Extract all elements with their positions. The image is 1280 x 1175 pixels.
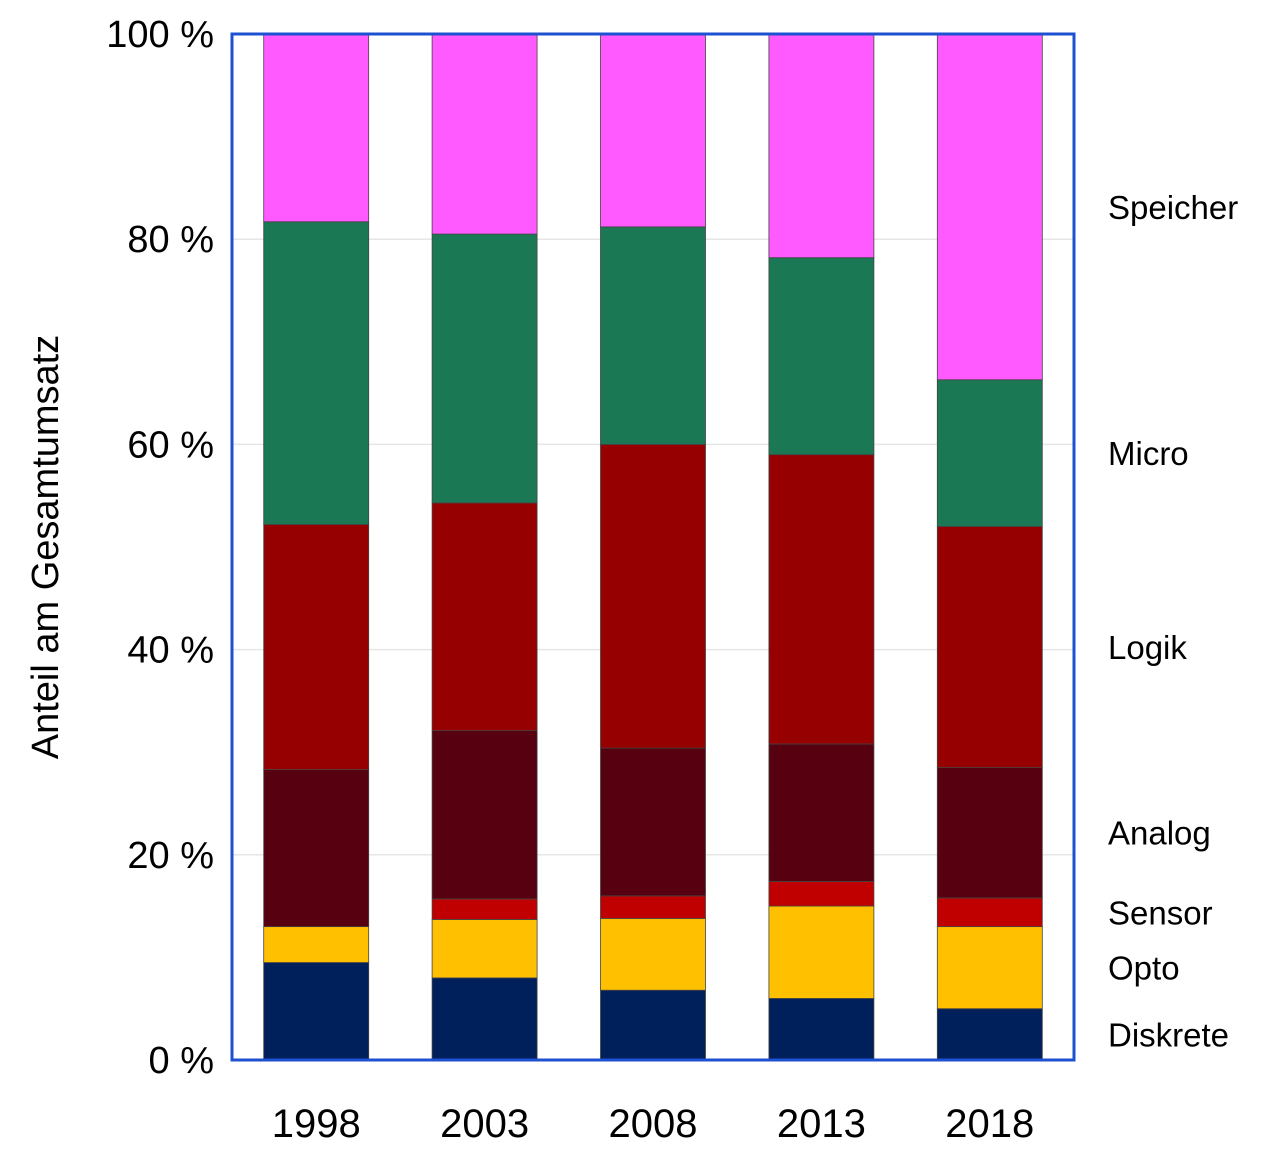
bar-stack-2008 [600,33,706,1061]
y-axis-title: Anteil am Gesamtumsatz [25,335,67,759]
plot-frame [230,32,1076,1062]
bar-segment-sensor-2008 [600,895,706,919]
bars [263,33,1043,1061]
bar-segment-speicher-2003 [431,33,538,235]
x-tick-label: 1998 [272,1102,361,1146]
bar-stack-2013 [768,33,875,1061]
bar-segment-micro-2018 [936,379,1043,527]
y-tick-label: 40 % [127,630,214,672]
bar-segment-speicher-2018 [936,33,1043,381]
bar-segment-analog-2008 [600,747,706,897]
bar-segment-speicher-2013 [768,33,875,259]
segment-label-analog: Analog [1108,815,1211,852]
x-tick-label: 2018 [945,1102,1034,1146]
bar-segment-opto-2013 [768,905,875,999]
segment-label-opto: Opto [1108,950,1180,987]
bar-segment-diskrete-1998 [263,962,370,1061]
x-axis-categories: 1998 2003 2008 2013 2018 [272,1102,1035,1146]
segment-label-sensor: Sensor [1108,894,1213,931]
bar-segment-micro-2013 [768,257,875,456]
bar-segment-opto-2008 [600,918,706,991]
bar-segment-speicher-2008 [600,33,706,228]
bar-segment-analog-2003 [431,730,538,900]
x-tick-label: 2013 [777,1102,866,1146]
bar-segment-opto-2018 [936,926,1043,1010]
segment-label-micro: Micro [1108,435,1189,472]
bar-segment-diskrete-2003 [431,977,538,1061]
y-axis-ticks: 0 % 20 % 40 % 60 % 80 % 100 % [106,14,214,1082]
bar-stack-2018 [936,33,1043,1061]
y-tick-label: 20 % [127,835,214,877]
bar-segment-analog-2013 [768,743,875,882]
bar-segment-logik-2003 [431,502,538,732]
bar-stack-2003 [431,33,538,1061]
segment-labels: Diskrete Opto Sensor Analog Logik Micro Speich… [1108,189,1238,1053]
bar-segment-diskrete-2018 [936,1008,1043,1061]
bar-segment-logik-2013 [768,454,875,745]
bar-segment-analog-1998 [263,769,370,928]
y-tick-label: 0 % [149,1040,214,1082]
bar-segment-sensor-2013 [768,881,875,907]
segment-label-logik: Logik [1108,629,1187,666]
bar-segment-micro-2008 [600,226,706,445]
bar-segment-analog-2018 [936,767,1043,899]
bar-segment-logik-1998 [263,524,370,771]
bar-segment-opto-1998 [263,926,370,963]
y-tick-label: 60 % [127,424,214,466]
bar-segment-speicher-1998 [263,33,370,223]
bar-segment-diskrete-2008 [600,989,706,1061]
bar-segment-micro-2003 [431,233,538,504]
y-tick-label: 100 % [106,14,214,56]
x-tick-label: 2003 [440,1102,529,1146]
segment-label-diskrete: Diskrete [1108,1016,1229,1053]
x-tick-label: 2008 [609,1102,698,1146]
bar-segment-opto-2003 [431,919,538,979]
bar-segment-diskrete-2013 [768,998,875,1061]
bar-segment-sensor-2003 [431,898,538,920]
segment-label-speicher: Speicher [1108,189,1238,226]
bar-segment-sensor-2018 [936,897,1043,928]
bar-segment-micro-1998 [263,221,370,525]
bar-segment-logik-2008 [600,443,706,749]
bar-segment-logik-2018 [936,526,1043,768]
bar-stack-1998 [263,33,370,1061]
y-tick-label: 80 % [127,219,214,261]
